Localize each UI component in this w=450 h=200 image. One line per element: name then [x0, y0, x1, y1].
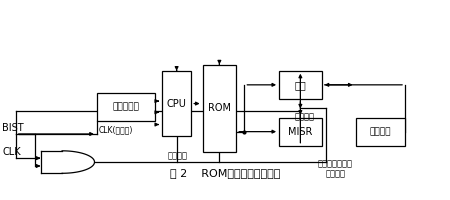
Text: CLK: CLK — [2, 147, 21, 157]
Text: CLK(读允许): CLK(读允许) — [99, 125, 133, 134]
Text: CPU: CPU — [166, 99, 187, 109]
Bar — [356, 118, 405, 146]
Bar — [162, 71, 191, 136]
Text: 地址产生器: 地址产生器 — [112, 102, 140, 111]
Bar — [202, 65, 236, 152]
Text: （正确／故障）: （正确／故障） — [318, 159, 353, 168]
Text: 测试结果: 测试结果 — [325, 169, 345, 178]
Bar — [97, 93, 155, 121]
Text: ROM: ROM — [208, 103, 231, 113]
Text: 比较: 比较 — [294, 80, 306, 90]
Text: MISR: MISR — [288, 127, 313, 137]
Bar — [279, 118, 322, 146]
Bar — [279, 71, 322, 99]
Text: 正确结果: 正确结果 — [369, 127, 391, 136]
Text: 系统输入: 系统输入 — [168, 151, 188, 160]
Text: BIST: BIST — [2, 123, 24, 133]
Text: 图 2    ROM可测性设计结构图: 图 2 ROM可测性设计结构图 — [170, 168, 280, 178]
Text: 测试结果: 测试结果 — [295, 112, 315, 121]
